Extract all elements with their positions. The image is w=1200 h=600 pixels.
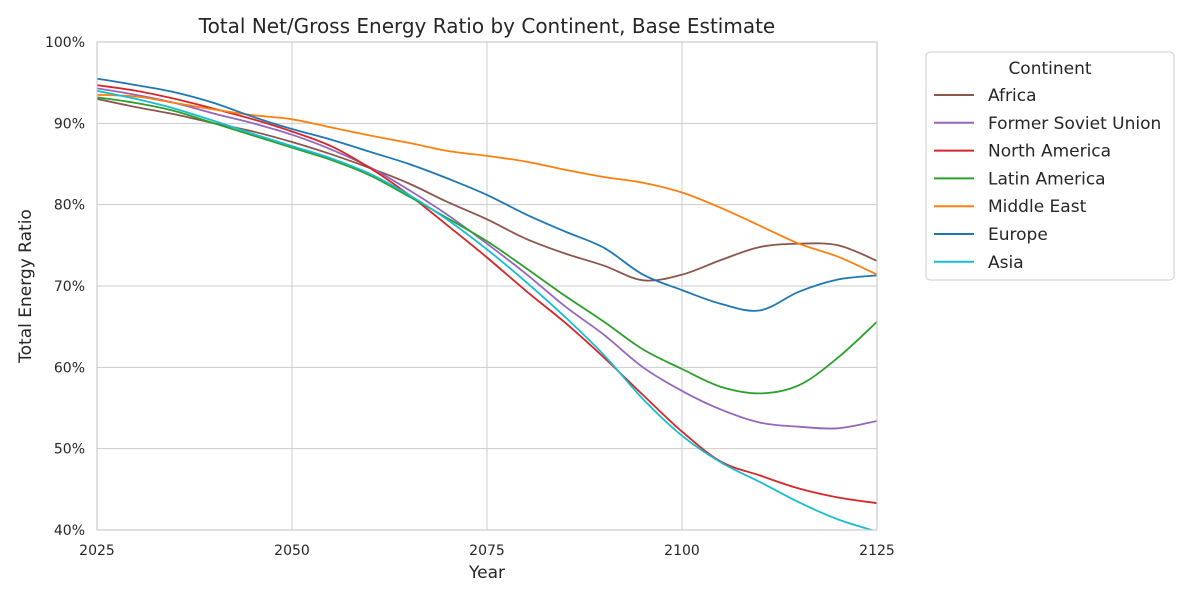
grid xyxy=(96,41,878,531)
series-line-africa xyxy=(97,98,877,282)
y-tick-label: 50% xyxy=(54,442,85,458)
y-tick-label: 60% xyxy=(54,360,85,376)
chart-title: Total Net/Gross Energy Ratio by Continen… xyxy=(198,14,775,38)
y-tick-label: 70% xyxy=(54,279,85,295)
y-tick-label: 90% xyxy=(54,116,85,132)
y-tick-label: 40% xyxy=(54,523,85,539)
legend-label-former-soviet-union: Former Soviet Union xyxy=(988,114,1161,134)
legend-label-middle-east: Middle East xyxy=(988,197,1087,217)
x-axis-ticks: 2025 2050 2075 2100 2125 xyxy=(79,543,895,559)
legend-label-europe: Europe xyxy=(988,225,1048,245)
legend-label-asia: Asia xyxy=(988,253,1024,273)
series-line-latin-america xyxy=(97,96,877,395)
x-axis-label: Year xyxy=(468,563,505,583)
legend-label-africa: Africa xyxy=(988,86,1037,106)
x-tick-label: 2025 xyxy=(79,543,115,559)
series-line-middle-east xyxy=(97,94,877,276)
x-tick-label: 2100 xyxy=(664,543,700,559)
x-tick-label: 2075 xyxy=(469,543,505,559)
legend-title: Continent xyxy=(1008,59,1091,79)
legend: Continent Africa Former Soviet Union North… xyxy=(925,51,1175,281)
legend-label-latin-america: Latin America xyxy=(988,169,1106,189)
y-axis-label: Total Energy Ratio xyxy=(16,209,36,364)
y-tick-label: 100% xyxy=(45,35,85,51)
legend-box xyxy=(925,51,1175,281)
x-tick-label: 2050 xyxy=(274,543,310,559)
legend-items: Africa Former Soviet Union North America La… xyxy=(934,86,1161,273)
series-line-asia xyxy=(97,89,875,530)
y-axis-ticks: 40% 50% 60% 70% 80% 90% 100% xyxy=(45,35,85,539)
series-line-europe xyxy=(97,77,877,312)
x-tick-label: 2125 xyxy=(859,543,895,559)
series-line-former-soviet-union xyxy=(97,87,877,430)
legend-label-north-america: North America xyxy=(988,142,1111,162)
plot-frame xyxy=(96,41,878,531)
series-lines xyxy=(97,77,877,530)
y-tick-label: 80% xyxy=(54,198,85,214)
